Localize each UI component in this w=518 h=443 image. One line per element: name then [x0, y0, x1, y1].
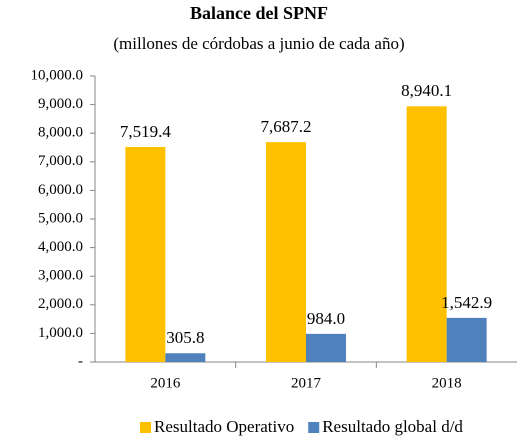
x-tick-label: 2018 — [432, 375, 462, 391]
y-tick-label: 9,000.0 — [38, 96, 83, 112]
bar — [406, 106, 447, 362]
value-label: 8,940.1 — [401, 81, 452, 100]
bar — [125, 146, 166, 362]
y-tick-label: 8,000.0 — [38, 125, 83, 141]
y-tick-label: 1,000.0 — [38, 325, 83, 341]
y-tick-label: 4,000.0 — [38, 239, 83, 255]
value-label: 984.0 — [307, 309, 345, 328]
y-tick-label: 10,000.0 — [31, 67, 84, 83]
value-label: 305.8 — [166, 328, 204, 347]
value-label: 7,519.4 — [120, 122, 172, 141]
legend-label: Resultado Operativo — [154, 417, 294, 436]
value-label: 1,542.9 — [441, 293, 492, 312]
chart-title: Balance del SPNF — [190, 3, 328, 23]
y-tick-label: 7,000.0 — [38, 153, 83, 169]
bar — [266, 142, 306, 362]
legend-swatch — [140, 422, 151, 433]
chart-subtitle: (millones de córdobas a junio de cada añ… — [113, 34, 404, 53]
bar — [165, 353, 206, 362]
x-tick-label: 2017 — [291, 375, 322, 391]
y-tick-label: 6,000.0 — [38, 182, 83, 198]
value-label: 7,687.2 — [261, 117, 312, 136]
legend-label: Resultado global d/d — [322, 417, 463, 436]
bar — [306, 333, 346, 362]
y-tick-label: 2,000.0 — [38, 296, 83, 312]
x-tick-label: 2016 — [150, 375, 181, 391]
y-tick-label: - — [78, 353, 83, 369]
legend-swatch — [308, 422, 320, 433]
y-tick-label: 5,000.0 — [38, 210, 83, 226]
y-tick-label: 3,000.0 — [38, 268, 83, 284]
bar — [446, 317, 487, 362]
